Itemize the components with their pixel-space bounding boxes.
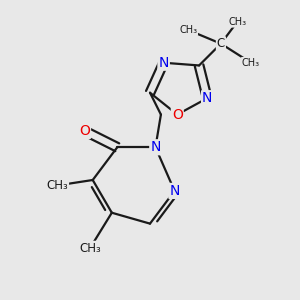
Text: O: O [79, 124, 90, 138]
Text: CH₃: CH₃ [228, 17, 246, 27]
Text: CH₃: CH₃ [242, 58, 260, 68]
Text: CH₃: CH₃ [46, 179, 68, 192]
Text: CH₃: CH₃ [79, 242, 101, 255]
Text: N: N [169, 184, 180, 198]
Text: N: N [158, 56, 169, 70]
Text: N: N [202, 91, 212, 105]
Text: N: N [150, 140, 161, 154]
Text: O: O [172, 107, 183, 122]
Text: C: C [217, 37, 225, 50]
Text: CH₃: CH₃ [179, 25, 197, 35]
